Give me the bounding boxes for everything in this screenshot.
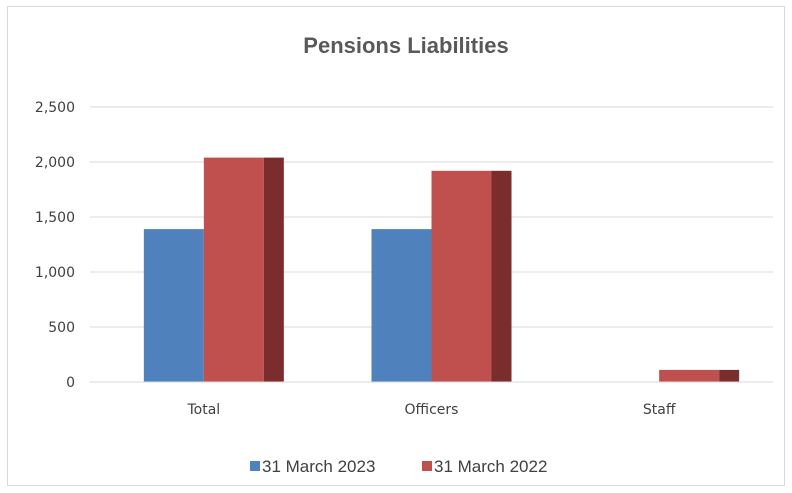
y-tick-label: 0 xyxy=(66,375,75,391)
bar-side-total xyxy=(263,157,284,382)
legend-label: 31 March 2022 xyxy=(434,457,547,476)
y-tick-label: 2,000 xyxy=(35,155,75,171)
legend-swatch xyxy=(422,461,432,471)
bars xyxy=(143,157,740,382)
bar-2022-total xyxy=(203,157,264,382)
chart-title: Pensions Liabilities xyxy=(303,33,508,58)
y-tick-label: 1,500 xyxy=(35,210,75,226)
bar-2022-officers xyxy=(431,170,492,382)
bar-2023-total xyxy=(143,229,204,382)
bar-side-officers xyxy=(491,170,512,382)
x-category-label: Officers xyxy=(405,402,459,418)
bar-side-staff xyxy=(719,369,740,382)
y-axis-ticks: 0 500 1,000 1,500 2,000 2,500 xyxy=(35,100,75,391)
x-category-label: Total xyxy=(186,402,220,418)
y-tick-label: 1,000 xyxy=(35,265,75,281)
legend: 31 March 2023 31 March 2022 xyxy=(250,457,547,476)
legend-label: 31 March 2023 xyxy=(262,457,375,476)
legend-swatch xyxy=(250,461,260,471)
x-axis-categories: Total Officers Staff xyxy=(186,402,675,418)
bar-2023-officers xyxy=(371,229,432,382)
y-tick-label: 2,500 xyxy=(35,100,75,116)
x-category-label: Staff xyxy=(643,402,676,418)
y-tick-label: 500 xyxy=(48,320,75,336)
bar-2022-staff xyxy=(659,369,720,382)
